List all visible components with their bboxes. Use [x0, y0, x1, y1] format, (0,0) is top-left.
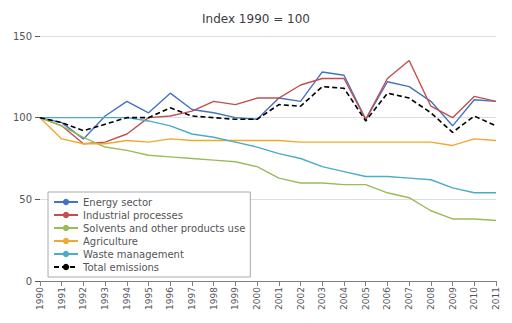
svg-text:1992: 1992 — [78, 287, 88, 310]
svg-text:2001: 2001 — [274, 287, 284, 310]
svg-text:2010: 2010 — [469, 287, 479, 310]
svg-text:1998: 1998 — [209, 287, 219, 310]
svg-text:1997: 1997 — [187, 287, 197, 310]
svg-text:2005: 2005 — [361, 287, 371, 310]
svg-text:2009: 2009 — [448, 287, 458, 310]
svg-text:Index 1990 = 100: Index 1990 = 100 — [202, 12, 310, 26]
svg-text:0: 0 — [26, 276, 32, 287]
svg-text:Agriculture: Agriculture — [83, 236, 138, 247]
svg-text:1995: 1995 — [144, 287, 154, 310]
svg-text:Total emissions: Total emissions — [82, 262, 159, 273]
svg-text:2003: 2003 — [317, 287, 327, 310]
svg-text:1994: 1994 — [122, 287, 132, 310]
svg-text:Industrial processes: Industrial processes — [83, 210, 183, 221]
svg-text:50: 50 — [19, 194, 32, 205]
svg-text:1991: 1991 — [57, 287, 67, 310]
svg-text:150: 150 — [13, 31, 32, 42]
svg-text:100: 100 — [13, 112, 32, 123]
svg-text:2000: 2000 — [252, 287, 262, 310]
svg-text:1999: 1999 — [230, 287, 240, 310]
svg-text:2007: 2007 — [404, 287, 414, 310]
svg-text:2004: 2004 — [339, 287, 349, 310]
svg-text:Solvents and other products us: Solvents and other products use — [83, 223, 245, 234]
svg-text:1993: 1993 — [100, 287, 110, 310]
svg-text:2011: 2011 — [491, 287, 501, 310]
svg-text:Energy sector: Energy sector — [83, 197, 153, 208]
svg-text:1996: 1996 — [165, 287, 175, 310]
svg-text:1990: 1990 — [35, 287, 45, 310]
svg-text:2008: 2008 — [426, 287, 436, 310]
svg-text:2002: 2002 — [296, 287, 306, 310]
svg-text:Waste management: Waste management — [83, 249, 184, 260]
svg-text:2006: 2006 — [382, 287, 392, 310]
